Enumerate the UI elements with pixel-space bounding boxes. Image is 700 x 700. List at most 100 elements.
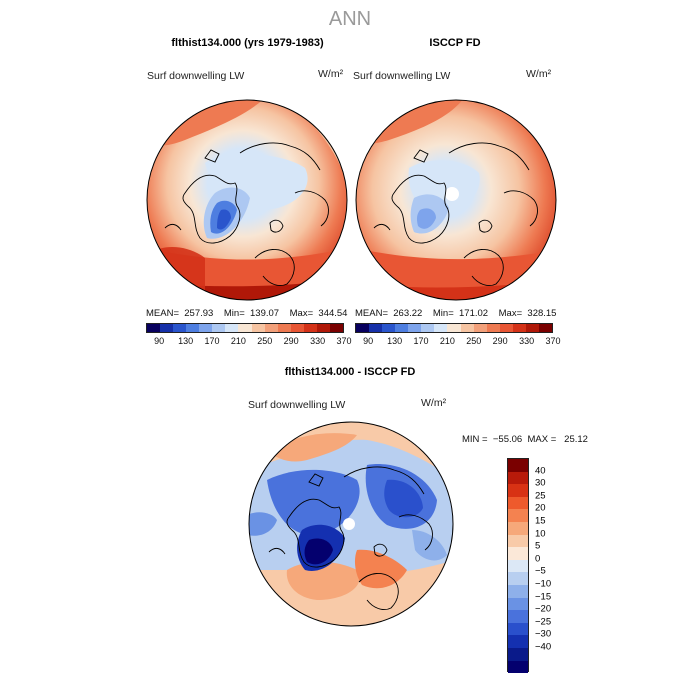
diff-stats: MIN = −55.06 MAX = 25.12 — [462, 434, 588, 445]
colorbar-tick-label: 130 — [387, 336, 403, 346]
main-title: ANN — [328, 8, 372, 30]
colorbar-tick-label: −10 — [535, 578, 552, 590]
colorbar-tick-label: 10 — [535, 528, 546, 540]
colorbar-swatch — [303, 324, 317, 332]
colorbar-tick-label: −5 — [535, 565, 546, 577]
colorbar-tick-label: 250 — [257, 336, 273, 346]
colorbar-swatch — [225, 324, 239, 332]
colorbar-swatch — [408, 324, 422, 332]
colorbar-swatch — [508, 647, 528, 661]
colorbar-swatch — [460, 324, 474, 332]
colorbar-swatch — [264, 324, 278, 332]
colorbar-swatch — [508, 635, 528, 648]
colorbar-swatch — [238, 324, 252, 332]
panel-1-units-label: W/m² — [318, 68, 344, 80]
colorbar-swatch — [251, 324, 265, 332]
panel-1-title: flthist134.000 (yrs 1979-1983) — [171, 37, 324, 49]
colorbar-swatch — [290, 324, 304, 332]
colorbar-swatch — [508, 459, 528, 472]
colorbar-swatch — [356, 324, 370, 332]
colorbar-swatch — [199, 324, 213, 332]
colorbar-tick-label: −40 — [535, 641, 552, 653]
panel-2-units-label: W/m² — [526, 68, 552, 80]
colorbar-swatch — [512, 324, 526, 332]
diff-variable-label: Surf downwelling LW — [248, 399, 346, 411]
colorbar-swatch — [508, 622, 528, 636]
colorbar-swatch — [508, 610, 528, 623]
colorbar-swatch — [316, 324, 330, 332]
colorbar-tick-label: 90 — [154, 336, 165, 346]
diff-polar-map — [248, 421, 454, 627]
colorbar-tick-label: 130 — [178, 336, 194, 346]
colorbar-swatch — [508, 584, 528, 598]
colorbar-swatch — [508, 660, 528, 674]
diff-colorbar-ticks: 40 30 25 20 15 10 5 0 −5 −10 −15 −20 −25 −30 −40 — [535, 458, 565, 672]
colorbar-tick-label: 20 — [535, 502, 546, 514]
colorbar-tick-label: 170 — [204, 336, 220, 346]
colorbar-swatch — [538, 324, 552, 332]
colorbar-tick-label: −15 — [535, 591, 552, 603]
colorbar-tick-label: 30 — [535, 477, 546, 489]
colorbar-tick-label: 170 — [413, 336, 429, 346]
colorbar-tick-label: 5 — [535, 540, 541, 552]
panel-1-variable-label: Surf downwelling LW — [147, 70, 245, 82]
colorbar-tick-label: 15 — [535, 515, 546, 527]
colorbar-swatch — [508, 521, 528, 535]
diff-units-label: W/m² — [421, 397, 447, 409]
colorbar-swatch — [525, 324, 539, 332]
colorbar-swatch — [508, 572, 528, 585]
panel-2-variable-label: Surf downwelling LW — [353, 70, 451, 82]
colorbar-tick-label: 90 — [363, 336, 374, 346]
colorbar-tick-label: 330 — [310, 336, 326, 346]
colorbar-swatch — [212, 324, 226, 332]
colorbar-swatch — [173, 324, 187, 332]
colorbar-swatch — [160, 324, 174, 332]
colorbar-swatch — [421, 324, 435, 332]
colorbar-tick-label: 370 — [336, 336, 352, 346]
colorbar-swatch — [147, 324, 161, 332]
colorbar-tick-label: −25 — [535, 616, 552, 628]
colorbar-tick-label: 250 — [466, 336, 482, 346]
panel-2-title: ISCCP FD — [429, 37, 481, 49]
colorbar-tick-label: −30 — [535, 628, 552, 640]
panel-2-polar-map — [355, 99, 557, 301]
panel-1-colorbar-ticks: 90 130 170 210 250 290 330 370 — [146, 336, 351, 348]
colorbar-tick-label: 40 — [535, 465, 546, 477]
colorbar-swatch — [329, 324, 343, 332]
colorbar-swatch — [186, 324, 200, 332]
colorbar-swatch — [395, 324, 409, 332]
colorbar-swatch — [447, 324, 461, 332]
colorbar-swatch — [508, 559, 528, 573]
colorbar-swatch — [473, 324, 487, 332]
colorbar-swatch — [369, 324, 383, 332]
colorbar-swatch — [508, 534, 528, 548]
colorbar-swatch — [499, 324, 513, 332]
colorbar-tick-label: −20 — [535, 603, 552, 615]
colorbar-tick-label: 0 — [535, 553, 541, 565]
colorbar-swatch — [508, 496, 528, 510]
diff-panel-title: flthist134.000 - ISCCP FD — [284, 366, 416, 378]
panel-1-colorbar — [146, 323, 344, 333]
colorbar-swatch — [486, 324, 500, 332]
panel-2-colorbar — [355, 323, 553, 333]
panel-2-colorbar-ticks: 90 130 170 210 250 290 330 370 — [355, 336, 560, 348]
colorbar-tick-label: 210 — [439, 336, 455, 346]
panel-2-stats: MEAN= 263.22 Min= 171.02 Max= 328.15 — [355, 308, 557, 319]
panel-1-polar-map — [146, 99, 348, 301]
colorbar-tick-label: 290 — [492, 336, 508, 346]
colorbar-swatch — [508, 484, 528, 497]
colorbar-tick-label: 330 — [519, 336, 535, 346]
colorbar-tick-label: 290 — [283, 336, 299, 346]
colorbar-tick-label: 370 — [545, 336, 561, 346]
colorbar-tick-label: 210 — [230, 336, 246, 346]
diff-colorbar — [507, 458, 529, 674]
colorbar-swatch — [434, 324, 448, 332]
panel-1-stats: MEAN= 257.93 Min= 139.07 Max= 344.54 — [146, 308, 348, 319]
colorbar-tick-label: 25 — [535, 490, 546, 502]
colorbar-swatch — [508, 509, 528, 522]
colorbar-swatch — [508, 471, 528, 485]
colorbar-swatch — [508, 597, 528, 611]
colorbar-swatch — [277, 324, 291, 332]
colorbar-swatch — [382, 324, 396, 332]
colorbar-swatch — [508, 547, 528, 560]
